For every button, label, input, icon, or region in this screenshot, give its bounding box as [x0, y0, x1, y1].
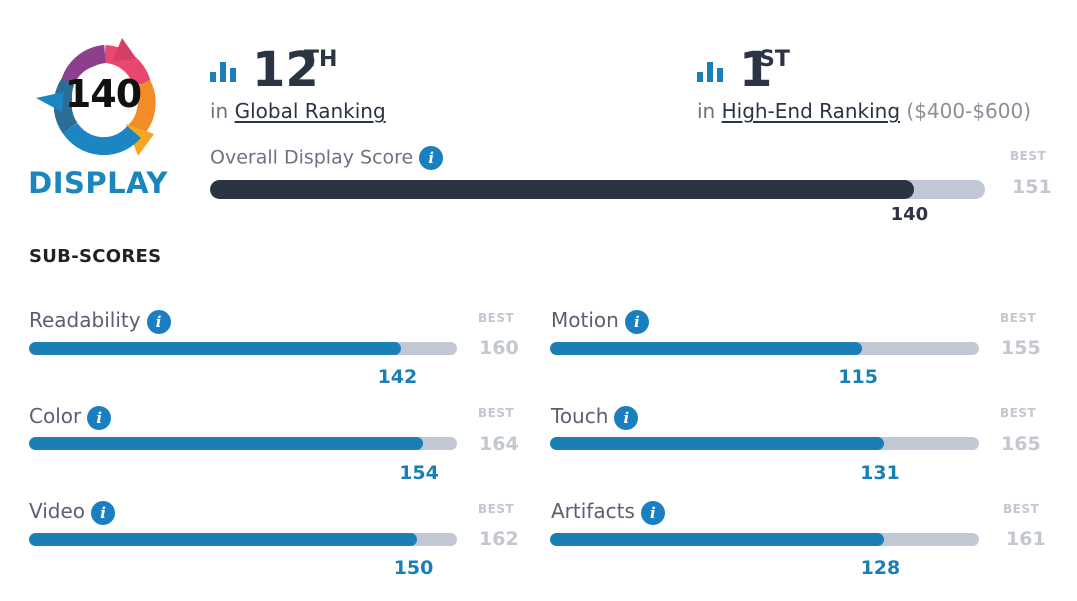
bar-chart-icon: [697, 62, 723, 82]
overall-score-value: 140: [890, 204, 929, 225]
info-icon[interactable]: i: [87, 405, 112, 430]
overall-best-value: 151: [1012, 176, 1052, 198]
subscore-readability-bar: [29, 342, 457, 355]
subscore-value: 128: [860, 557, 901, 579]
subscore-color-label: Color i: [29, 404, 112, 430]
segment-price-range: ($400-$600): [906, 99, 1032, 123]
overall-score-label: Overall Display Score i: [210, 146, 444, 170]
subscore-best-label: BEST: [1003, 502, 1040, 516]
info-icon[interactable]: i: [614, 405, 639, 430]
subscore-motion-bar: [550, 342, 979, 355]
global-ranking-prefix: in: [210, 99, 229, 123]
global-rank-suffix: TH: [304, 47, 338, 72]
subscore-fill: [550, 533, 885, 546]
subscore-name: Touch: [551, 404, 609, 428]
subscores-heading: SUB-SCORES: [29, 246, 162, 267]
subscore-fill: [550, 342, 862, 355]
display-score-badge: [30, 32, 170, 162]
subscore-best-value: 160: [479, 337, 519, 359]
info-icon[interactable]: i: [146, 309, 171, 334]
subscore-value: 142: [377, 366, 418, 388]
subscore-best-label: BEST: [1000, 311, 1037, 325]
subscore-name: Artifacts: [551, 499, 635, 523]
info-icon[interactable]: i: [419, 146, 444, 170]
subscore-video-bar: [29, 533, 457, 546]
badge-label: DISPLAY: [28, 166, 168, 200]
overall-score-bar: [210, 180, 985, 199]
subscore-touch-label: Touch i: [551, 404, 639, 430]
subscore-value: 115: [838, 366, 878, 388]
subscore-value: 131: [860, 462, 900, 484]
subscore-motion-label: Motion i: [551, 308, 649, 334]
info-icon[interactable]: i: [624, 309, 649, 334]
badge-ring-icon: [36, 38, 156, 156]
info-icon[interactable]: i: [91, 500, 116, 525]
segment-ranking-caption: in High-End Ranking ($400-$600): [697, 99, 1031, 123]
segment-ranking-link[interactable]: High-End Ranking: [721, 99, 901, 123]
subscore-name: Color: [29, 404, 82, 428]
subscore-best-value: 161: [1006, 528, 1046, 550]
subscore-best-value: 155: [1001, 337, 1041, 359]
subscore-touch-bar: [550, 437, 979, 450]
subscore-best-value: 162: [479, 528, 519, 550]
subscore-fill: [29, 342, 402, 355]
overall-score-title: Overall Display Score: [210, 146, 414, 169]
subscore-name: Video: [29, 499, 86, 523]
subscore-name: Readability: [29, 308, 141, 332]
subscore-best-value: 165: [1001, 433, 1041, 455]
global-ranking-caption: in Global Ranking: [210, 99, 386, 123]
subscore-best-label: BEST: [478, 311, 515, 325]
segment-rank-suffix: ST: [759, 47, 790, 72]
subscore-artifacts-bar: [550, 533, 979, 546]
subscore-fill: [550, 437, 884, 450]
global-ranking-link[interactable]: Global Ranking: [234, 99, 386, 123]
segment-rank-number: 1: [739, 42, 773, 98]
subscore-fill: [29, 533, 418, 546]
subscore-value: 154: [399, 462, 439, 484]
subscore-color-bar: [29, 437, 457, 450]
subscore-best-value: 164: [479, 433, 519, 455]
subscore-readability-label: Readability i: [29, 308, 171, 334]
subscore-best-label: BEST: [1000, 406, 1037, 420]
overall-score-fill: [210, 180, 915, 199]
subscore-fill: [29, 437, 423, 450]
info-icon[interactable]: i: [640, 500, 665, 525]
segment-ranking-prefix: in: [697, 99, 716, 123]
subscore-artifacts-label: Artifacts i: [551, 499, 665, 525]
overall-best-label: BEST: [1010, 149, 1047, 163]
badge-score: 140: [64, 72, 142, 116]
global-rank-number: 12: [252, 42, 319, 98]
subscore-name: Motion: [551, 308, 619, 332]
subscore-best-label: BEST: [478, 406, 515, 420]
subscore-value: 150: [393, 557, 434, 579]
bar-chart-icon: [210, 62, 236, 82]
subscore-video-label: Video i: [29, 499, 116, 525]
subscore-best-label: BEST: [478, 502, 515, 516]
